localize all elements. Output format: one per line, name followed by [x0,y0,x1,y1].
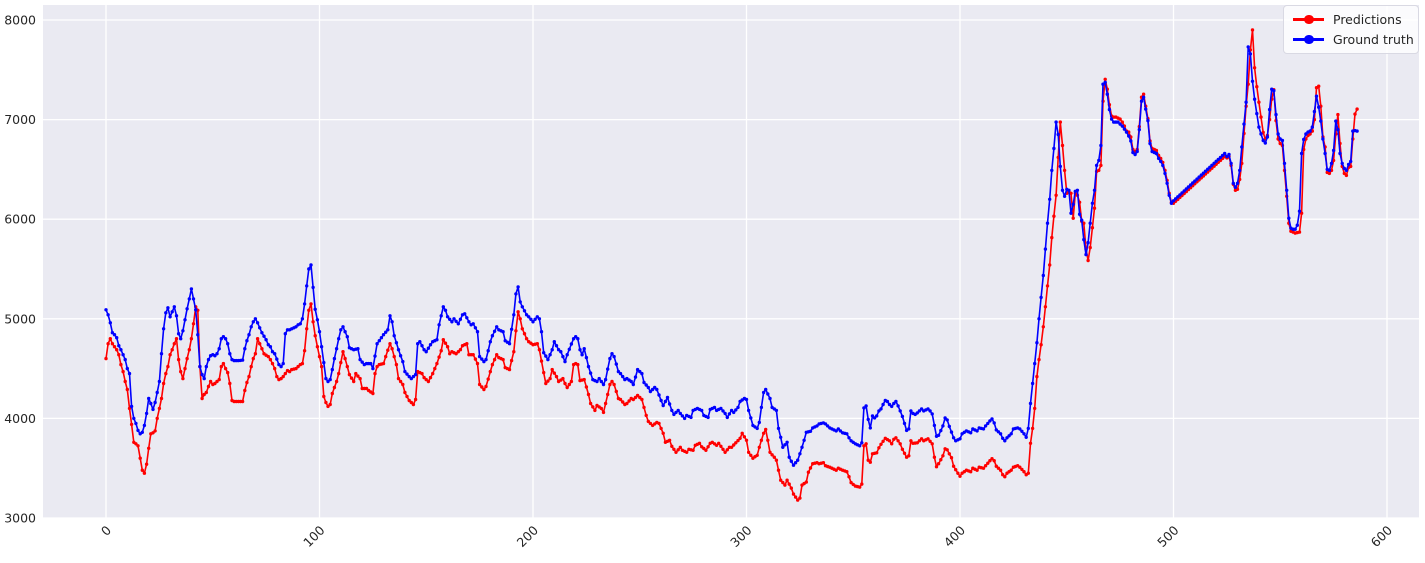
legend-item-predictions: Predictions [1293,13,1410,26]
ground-truth-line-marker-icon [1293,34,1324,45]
y-tick-label-7000: 7000 [4,112,36,127]
y-tick-label-5000: 5000 [4,311,36,326]
legend: Predictions Ground truth [1283,5,1419,54]
y-tick-label-4000: 4000 [4,411,36,426]
series-markers-predictions [104,28,1359,502]
legend-label-predictions: Predictions [1333,12,1402,27]
x-tick-label-600: 600 [1368,522,1396,550]
x-tick-label-400: 400 [941,522,969,550]
series-markers-ground-truth [104,45,1359,467]
plot-background [43,5,1419,518]
x-tick-label-200: 200 [514,522,542,550]
legend-item-ground-truth: Ground truth [1293,33,1414,46]
y-tick-label-8000: 8000 [4,13,36,28]
x-tick-label-500: 500 [1154,522,1182,550]
x-tick-label-100: 100 [300,522,328,550]
x-tick-label-0: 0 [98,522,114,538]
legend-label-ground-truth: Ground truth [1333,32,1414,47]
y-tick-label-3000: 3000 [4,511,36,526]
predictions-line-marker-icon [1293,14,1324,25]
y-tick-label-6000: 6000 [4,212,36,227]
x-tick-label-300: 300 [727,522,755,550]
